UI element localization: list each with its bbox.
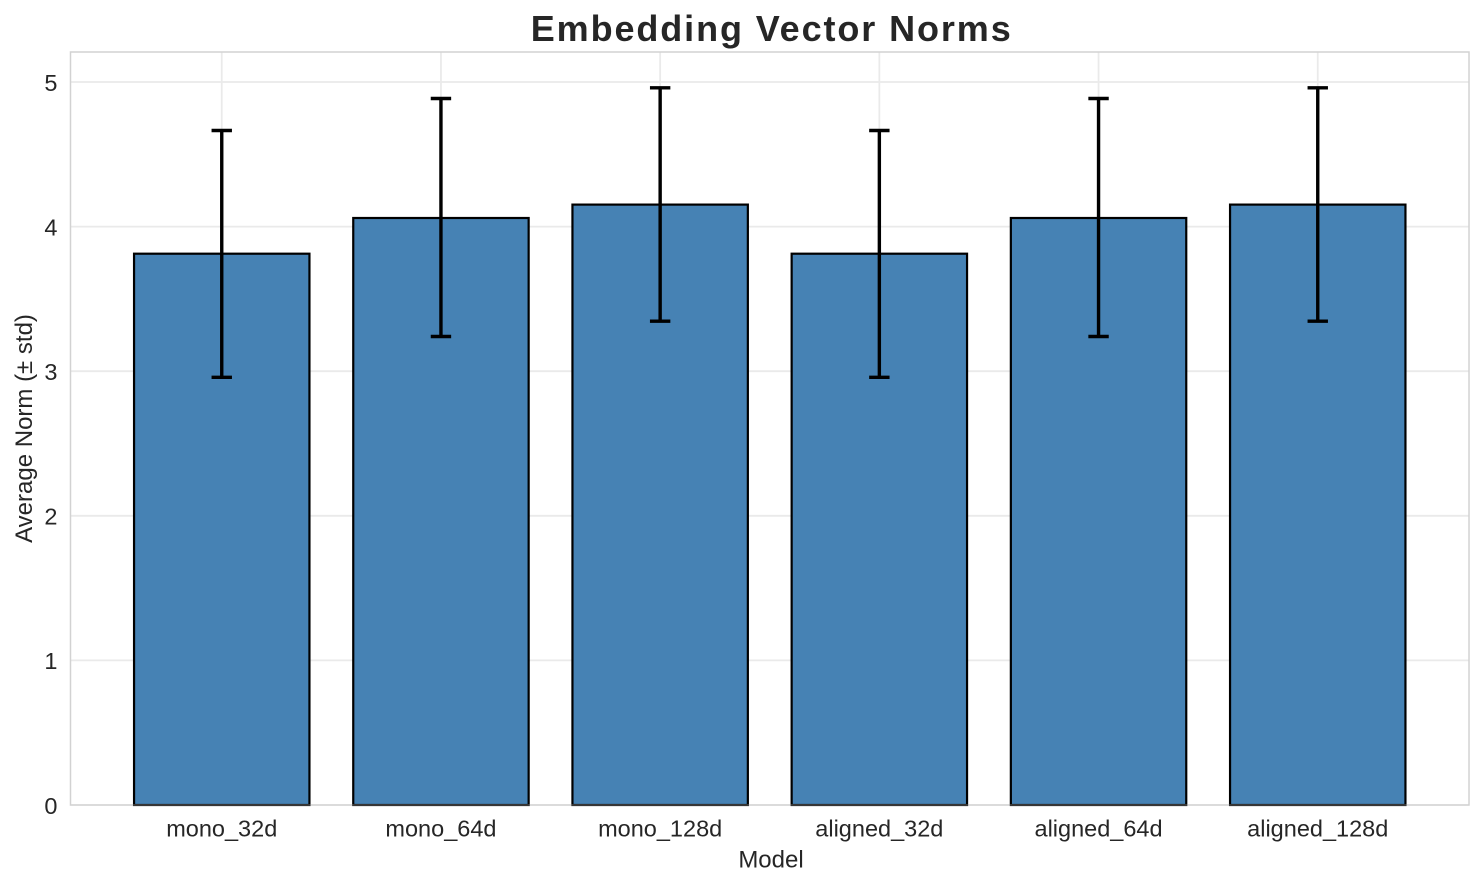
svg-text:mono_128d: mono_128d (598, 815, 722, 841)
svg-text:aligned_64d: aligned_64d (1035, 815, 1163, 841)
svg-text:mono_32d: mono_32d (166, 815, 277, 841)
svg-text:aligned_32d: aligned_32d (815, 815, 943, 841)
svg-text:Average Norm (± std): Average Norm (± std) (11, 314, 38, 543)
svg-text:Embedding Vector Norms: Embedding Vector Norms (531, 8, 1013, 49)
svg-text:aligned_128d: aligned_128d (1247, 815, 1388, 841)
svg-text:3: 3 (44, 359, 57, 385)
svg-text:0: 0 (44, 793, 57, 819)
svg-text:2: 2 (44, 504, 57, 530)
svg-text:4: 4 (44, 214, 57, 240)
svg-text:1: 1 (44, 648, 57, 674)
svg-text:5: 5 (44, 70, 57, 96)
svg-text:Model: Model (738, 847, 803, 874)
svg-text:mono_64d: mono_64d (385, 815, 496, 841)
